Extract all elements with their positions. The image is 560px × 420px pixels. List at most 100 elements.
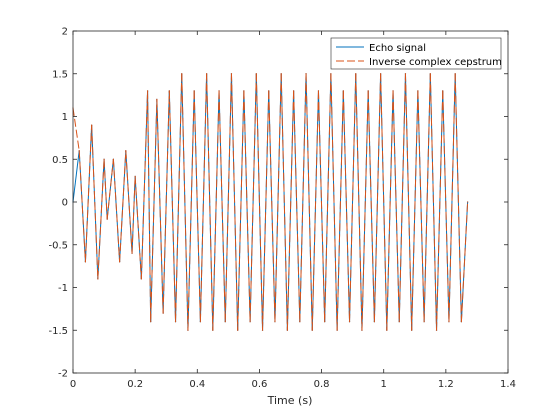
line-segment (206, 73, 214, 331)
data-point (249, 321, 251, 323)
data-point (106, 218, 108, 220)
line-segment (454, 73, 462, 322)
line-segment (230, 73, 239, 331)
data-point (193, 90, 195, 92)
data-point (373, 321, 375, 323)
line-segment (243, 90, 251, 322)
data-point (367, 90, 369, 92)
data-point (299, 321, 301, 323)
data-point (442, 90, 444, 92)
data-point (330, 73, 332, 75)
data-point (112, 158, 114, 160)
legend[interactable]: Echo signal Inverse complex cepstrum (330, 37, 502, 70)
data-point (280, 73, 282, 75)
y-tick-label: 1.5 (52, 69, 68, 80)
x-axis: 0 0.2 0.4 0.6 0.8 1 1.2 1.4 (70, 31, 516, 390)
data-point (311, 329, 313, 331)
data-point (324, 321, 326, 323)
data-point (103, 158, 105, 160)
line-segment (125, 150, 133, 254)
data-point (212, 329, 214, 331)
data-point (355, 73, 357, 75)
line-segment (147, 90, 152, 322)
data-point (218, 90, 220, 92)
line-segment (72, 150, 80, 203)
line-segment (293, 90, 301, 322)
data-point (392, 90, 394, 92)
line-segment (249, 73, 257, 322)
line-segment (255, 73, 264, 331)
data-point (454, 73, 456, 75)
data-point (134, 175, 136, 177)
line-segment (380, 73, 388, 331)
line-segment (336, 90, 344, 331)
line-segment (119, 150, 127, 262)
y-tick-label: -1 (58, 283, 68, 294)
data-point (119, 261, 121, 263)
line-segment (237, 90, 245, 331)
line-segment (392, 90, 400, 322)
data-point (131, 252, 133, 254)
x-tick-label: 0.4 (189, 379, 205, 390)
line-segment (373, 73, 382, 322)
data-point (91, 124, 93, 126)
data-point (342, 90, 344, 92)
data-point (435, 329, 438, 331)
data-point (411, 329, 413, 331)
line-segment (150, 99, 158, 322)
data-point (174, 321, 177, 323)
line-segment (448, 73, 456, 322)
data-point (305, 73, 307, 75)
line-segment (386, 90, 394, 331)
line-segment (429, 73, 438, 331)
y-tick-label: -0.5 (48, 240, 68, 251)
y-tick-label: -2 (58, 369, 68, 380)
line-segment (262, 90, 270, 331)
legend-box (330, 37, 502, 70)
data-point (237, 329, 239, 331)
data-point (467, 201, 469, 203)
data-point (429, 73, 431, 75)
line-segment (361, 90, 369, 331)
y-tick-label: 0.5 (52, 155, 68, 166)
data-point (336, 329, 338, 331)
line-segment (91, 125, 99, 279)
legend-label-cepstrum: Inverse complex cepstrum (369, 57, 502, 68)
line-segment (460, 201, 469, 322)
data-point (293, 90, 295, 92)
x-tick-label: 0.2 (127, 379, 143, 390)
data-point (84, 261, 87, 263)
y-tick-label: -1.5 (48, 326, 68, 337)
line-segment (355, 73, 363, 331)
x-tick-label: 1.2 (438, 379, 454, 390)
y-tick-label: 0 (62, 198, 68, 209)
plot-lines (72, 73, 469, 331)
line-segment (181, 73, 189, 331)
line-segment (199, 73, 208, 322)
line-segment (311, 90, 319, 331)
line-segment (156, 99, 164, 314)
data-point (348, 321, 351, 323)
line-segment (286, 90, 295, 331)
line-segment (280, 73, 288, 331)
line-segment (224, 73, 232, 322)
data-point (97, 278, 99, 280)
line-segment (175, 73, 183, 322)
data-point (261, 329, 264, 331)
line-segment (268, 90, 276, 322)
data-point (423, 321, 425, 323)
data-point (380, 73, 382, 75)
line-segment (442, 90, 450, 322)
line-segment (187, 90, 195, 331)
data-point (168, 90, 170, 92)
data-point (162, 312, 164, 314)
data-point (404, 73, 407, 75)
x-tick-label: 0.6 (251, 379, 267, 390)
line-segment (84, 125, 93, 262)
data-point (255, 73, 257, 75)
y-axis: -2 -1.5 -1 -0.5 0 0.5 1 1.5 2 (48, 27, 508, 380)
data-point (199, 321, 201, 323)
data-point (417, 90, 419, 92)
data-point (224, 321, 226, 323)
